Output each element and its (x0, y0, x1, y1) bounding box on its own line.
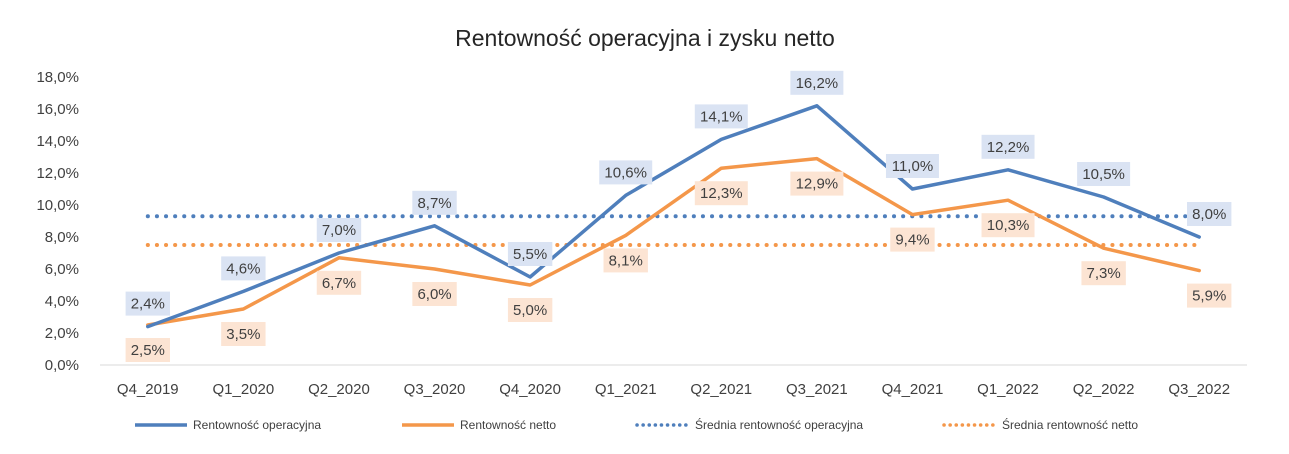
data-label: 5,5% (513, 246, 547, 263)
x-tick-label: Q3_2022 (1168, 381, 1230, 398)
data-label-box (1081, 261, 1126, 286)
data-label-box (1187, 283, 1232, 308)
data-label-box (412, 282, 457, 306)
data-label-box (981, 134, 1035, 159)
data-label-box (125, 291, 170, 316)
data-label: 8,7% (417, 195, 451, 212)
legend-label: Rentowność netto (460, 418, 556, 432)
data-labels: 2,4% 4,6% 7,0% 8,7% 5,5% 10,6% 14,1% 16,2% 11,0%… (125, 70, 1232, 362)
data-label: 2,5% (131, 342, 165, 359)
data-label: 3,5% (226, 326, 260, 343)
data-label-box (412, 190, 457, 215)
data-label-box (507, 242, 553, 266)
data-label: 5,9% (1192, 288, 1226, 305)
y-tick-label: 14,0% (36, 133, 79, 150)
x-tick-label: Q3_2021 (786, 381, 848, 398)
data-label: 8,0% (1192, 206, 1226, 223)
y-axis-ticks: 0,0% 2,0% 4,0% 6,0% 8,0% 10,0% 12,0% 14,0% 16,0%… (36, 69, 79, 374)
data-label: 4,6% (226, 260, 260, 277)
data-label-box (603, 248, 648, 273)
x-tick-label: Q1_2021 (595, 381, 657, 398)
x-axis-ticks: Q4_2019 Q1_2020 Q2_2020 Q3_2020 Q4_2020 Q1_20… (117, 381, 1230, 398)
legend: Rentowność operacyjna Rentowność netto Śre… (135, 417, 1138, 432)
data-label-box (694, 181, 748, 206)
data-label-box (221, 256, 266, 281)
x-tick-label: Q4_2020 (499, 381, 561, 398)
data-label: 6,7% (322, 275, 356, 292)
data-label: 12,3% (700, 185, 743, 202)
series-line (146, 104, 1201, 329)
data-label: 12,9% (796, 176, 839, 193)
x-tick-label: Q3_2020 (404, 381, 466, 398)
x-tick-label: Q2_2021 (690, 381, 752, 398)
data-label-box (885, 154, 939, 178)
x-tick-label: Q4_2021 (882, 381, 944, 398)
data-label: 8,1% (609, 252, 643, 269)
y-tick-label: 18,0% (36, 69, 79, 86)
x-tick-label: Q2_2022 (1073, 381, 1135, 398)
data-label-box (890, 227, 935, 252)
y-tick-label: 12,0% (36, 165, 79, 182)
data-label: 10,5% (1082, 166, 1125, 183)
legend-label: Średnia rentowność netto (1002, 417, 1138, 432)
chart-title: Rentowność operacyjna i zysku netto (455, 25, 835, 51)
y-tick-label: 6,0% (45, 261, 79, 278)
y-tick-label: 16,0% (36, 101, 79, 118)
data-label-box (125, 338, 170, 362)
y-tick-label: 0,0% (45, 357, 79, 374)
legend-label: Średnia rentowność operacyjna (695, 417, 863, 432)
data-label-box (790, 171, 844, 196)
y-tick-label: 8,0% (45, 229, 79, 246)
data-label-box (221, 322, 266, 346)
x-tick-label: Q1_2020 (213, 381, 275, 398)
data-label-box (1077, 162, 1131, 186)
y-tick-label: 4,0% (45, 293, 79, 310)
series-lines (145, 104, 1202, 329)
data-label-box (316, 218, 362, 242)
data-label: 7,3% (1087, 265, 1121, 282)
data-label-box (507, 298, 553, 322)
data-label: 6,0% (417, 286, 451, 303)
data-label: 2,4% (131, 296, 165, 313)
data-label-box (316, 270, 362, 295)
data-label-box (599, 160, 653, 185)
data-label: 10,6% (604, 164, 647, 181)
data-label: 11,0% (892, 158, 933, 175)
data-label: 7,0% (322, 222, 356, 239)
data-label: 10,3% (987, 217, 1030, 234)
y-tick-label: 10,0% (36, 197, 79, 214)
x-tick-label: Q4_2019 (117, 381, 179, 398)
data-label: 5,0% (513, 302, 547, 319)
data-label: 14,1% (700, 108, 743, 125)
x-tick-label: Q2_2020 (308, 381, 370, 398)
data-label-box (790, 70, 844, 95)
data-label-box (981, 213, 1035, 238)
data-label: 16,2% (796, 75, 839, 92)
data-label: 12,2% (987, 139, 1030, 156)
data-label: 9,4% (895, 232, 929, 249)
series-line (146, 156, 1201, 327)
legend-label: Rentowność operacyjna (193, 418, 321, 432)
data-label-box (694, 104, 748, 129)
x-tick-label: Q1_2022 (977, 381, 1039, 398)
data-label-box (1187, 202, 1232, 226)
y-tick-label: 2,0% (45, 325, 79, 342)
